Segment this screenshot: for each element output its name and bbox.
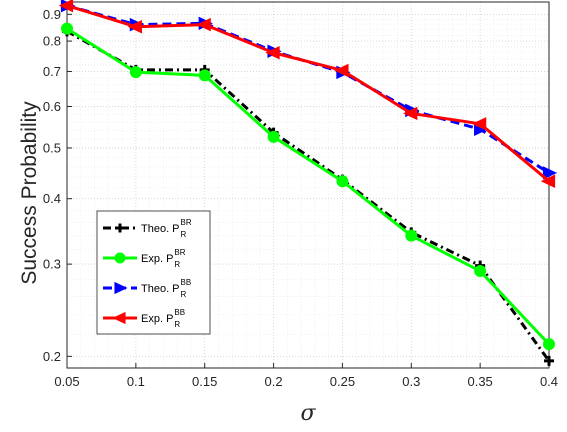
legend-item: Exp. P R BR [103, 248, 186, 269]
data-point [471, 117, 487, 131]
legend-marker [115, 223, 125, 233]
data-point [198, 69, 211, 82]
legend-subscript: R [174, 260, 180, 269]
data-point [61, 22, 73, 35]
legend-superscript: BR [174, 248, 185, 257]
legend-label: Exp. P [141, 313, 173, 325]
legend-subscript: R [181, 230, 187, 239]
x-tick-label: 0.1 [127, 374, 145, 389]
series-group [58, 0, 558, 366]
x-tick-label: 0.2 [265, 374, 283, 389]
data-point [129, 66, 142, 79]
data-point [127, 20, 142, 34]
data-point [542, 166, 558, 180]
x-tick-label: 0.15 [192, 374, 217, 389]
y-tick-label: 0.4 [43, 191, 61, 206]
data-point [334, 63, 349, 78]
data-point [543, 338, 555, 351]
legend-label: Theo. P [141, 223, 180, 235]
y-axis-label: Success Probability [18, 101, 41, 285]
y-tick-label: 0.8 [43, 34, 61, 49]
data-point [405, 229, 418, 242]
series-line [66, 4, 550, 183]
y-tick-label: 0.7 [43, 64, 61, 79]
legend-item: Theo. P R BR [103, 218, 192, 239]
legend-item: Theo. P R BB [103, 278, 191, 299]
series-line [66, 30, 551, 362]
y-tick-label: 0.2 [43, 349, 61, 364]
grid [66, 2, 550, 368]
data-point [58, 0, 74, 13]
x-tick-label: 0.3 [402, 374, 420, 389]
y-tick-label: 0.9 [43, 7, 61, 22]
legend-marker [114, 252, 126, 264]
data-point [265, 46, 280, 60]
legend-label: Theo. P [141, 283, 180, 295]
x-tick-label: 0.05 [54, 374, 79, 389]
y-tick-label: 0.5 [43, 140, 61, 155]
data-point [474, 265, 487, 278]
data-point [403, 106, 418, 121]
legend-superscript: BR [181, 218, 192, 227]
legend-subscript: R [181, 290, 187, 299]
legend-item: Exp. P R BB [103, 308, 185, 329]
x-axis-label: σ [300, 401, 316, 426]
legend-marker [112, 311, 126, 325]
x-tick-label: 0.4 [540, 374, 558, 389]
data-point [544, 355, 554, 366]
series-2 [61, 22, 555, 351]
data-point [267, 130, 280, 143]
legend-box [96, 210, 211, 335]
legend-subscript: R [174, 320, 180, 329]
legend-superscript: BB [181, 278, 192, 287]
series-line [66, 27, 551, 346]
data-point [336, 175, 349, 188]
x-tick-label: 0.35 [467, 374, 492, 389]
axis-ticks: 0.2 0.3 0.4 0.5 0.6 0.7 0.8 0.9 0.05 0.1 0.15 0.2 0.… [43, 7, 558, 389]
legend-superscript: BB [174, 308, 185, 317]
legend-marker [114, 281, 128, 295]
y-tick-label: 0.6 [43, 99, 61, 114]
legend-label: Exp. P [141, 253, 173, 265]
data-point [540, 174, 556, 188]
data-point [196, 17, 211, 32]
series-line [66, 4, 550, 175]
series-4 [58, 0, 556, 188]
x-tick-label: 0.25 [330, 374, 355, 389]
y-tick-label: 0.3 [43, 257, 61, 272]
